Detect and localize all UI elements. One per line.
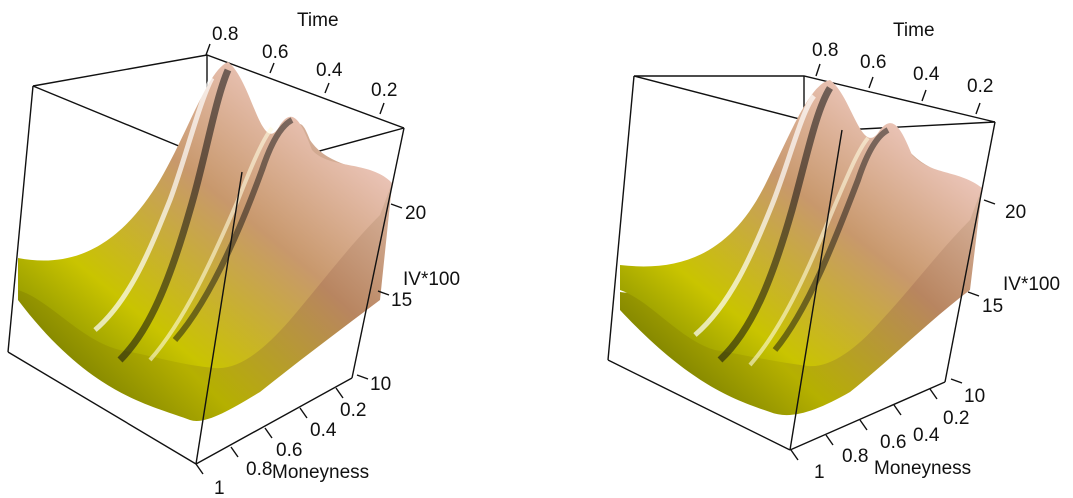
- iv-axis-label: IV*100: [1003, 274, 1060, 295]
- iv-tick-20: 20: [405, 203, 426, 224]
- ridge-dark-1: [117, 68, 232, 363]
- moneyness-tick-0.6: 0.6: [880, 432, 906, 453]
- ridge-light-2: [148, 126, 274, 362]
- time-ticks: [815, 63, 981, 115]
- moneyness-tick-0.4: 0.4: [310, 420, 337, 441]
- box-bottom-left: [607, 359, 791, 451]
- time-tick-2: 0.6: [262, 42, 288, 63]
- box-right-vertical: [944, 121, 996, 383]
- iv-axis-label: IV*100: [403, 269, 460, 290]
- time-tick-1: 0.8: [812, 40, 838, 61]
- moneyness-tick-0.6: 0.6: [276, 440, 302, 461]
- ridge-dark-1: [717, 86, 834, 363]
- surface-front-sheet: [18, 62, 392, 369]
- box-top-right: [841, 121, 996, 131]
- moneyness-tick-0.2: 0.2: [943, 408, 969, 429]
- moneyness-tick-1: 1: [814, 462, 825, 483]
- ridge-dark-2: [772, 127, 890, 352]
- time-axis-label: Time: [893, 20, 935, 41]
- moneyness-tick-0.8: 0.8: [246, 459, 272, 480]
- moneyness-ticks: [195, 387, 344, 475]
- time-tick-4: 0.2: [371, 80, 397, 101]
- iv-tick-15: 15: [391, 290, 412, 311]
- moneyness-ticks: [790, 388, 938, 461]
- moneyness-tick-0.8: 0.8: [842, 446, 868, 467]
- time-tick-2: 0.6: [860, 52, 886, 73]
- ridge-light-1: [93, 76, 215, 332]
- moneyness-tick-0.2: 0.2: [340, 400, 366, 421]
- time-tick-1: 0.8: [212, 24, 238, 45]
- ridge-light-1: [693, 94, 817, 337]
- time-tick-4: 0.2: [967, 76, 993, 97]
- iv-tick-20: 20: [1005, 202, 1026, 223]
- time-ticks: [205, 43, 385, 115]
- box-bottom-right: [789, 381, 946, 451]
- surface-plot-right: 0.8 0.6 0.4 0.2 Time 20 15 10 IV*100 0.2…: [607, 20, 1060, 483]
- box-front-vertical: [195, 171, 243, 465]
- iv-tick-15: 15: [982, 296, 1003, 317]
- box-bottom-left: [7, 351, 197, 465]
- moneyness-tick-0.4: 0.4: [913, 425, 940, 446]
- surface-plot-left: 0.8 0.6 0.4 0.2 Time 20 15 10 IV*100 0.2…: [7, 10, 460, 498]
- box-left-vertical: [7, 85, 34, 353]
- ridge-dark-2: [172, 117, 294, 342]
- box-bottom-right: [195, 377, 353, 465]
- iv-tick-10: 10: [964, 386, 985, 407]
- iv-ticks: [950, 199, 996, 384]
- moneyness-axis-label: Moneyness: [272, 462, 369, 483]
- box-right-vertical: [351, 127, 405, 379]
- moneyness-axis-label: Moneyness: [874, 458, 971, 479]
- box-left-vertical: [607, 75, 635, 361]
- time-tick-3: 0.4: [913, 64, 940, 85]
- iv-tick-10: 10: [370, 374, 391, 395]
- box-front-vertical: [789, 129, 843, 451]
- moneyness-tick-1: 1: [214, 478, 225, 498]
- time-tick-3: 0.4: [316, 60, 343, 81]
- time-axis-label: Time: [297, 10, 339, 31]
- iv-ticks: [356, 203, 403, 380]
- surface-front-sheet: [620, 80, 982, 367]
